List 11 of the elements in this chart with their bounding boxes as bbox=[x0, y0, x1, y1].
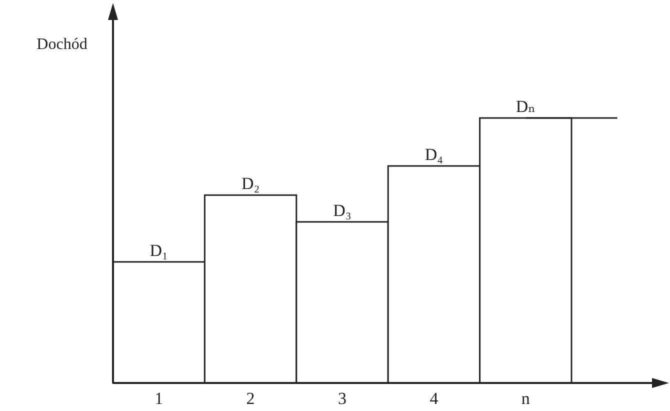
annotation: Dₙ bbox=[516, 97, 536, 116]
x-tick-label: n bbox=[521, 389, 530, 408]
x-tick-label: 4 bbox=[430, 389, 439, 408]
x-tick-label: 3 bbox=[338, 389, 346, 408]
annotation: D₄ bbox=[424, 144, 444, 164]
x-tick-label: 2 bbox=[246, 389, 255, 408]
y-axis-title: Dochód bbox=[36, 36, 88, 53]
annotation: D₁ bbox=[150, 240, 168, 260]
annotation: D₃ bbox=[333, 200, 352, 220]
annotation: D₂ bbox=[241, 174, 260, 194]
x-tick-label: 1 bbox=[154, 389, 164, 408]
